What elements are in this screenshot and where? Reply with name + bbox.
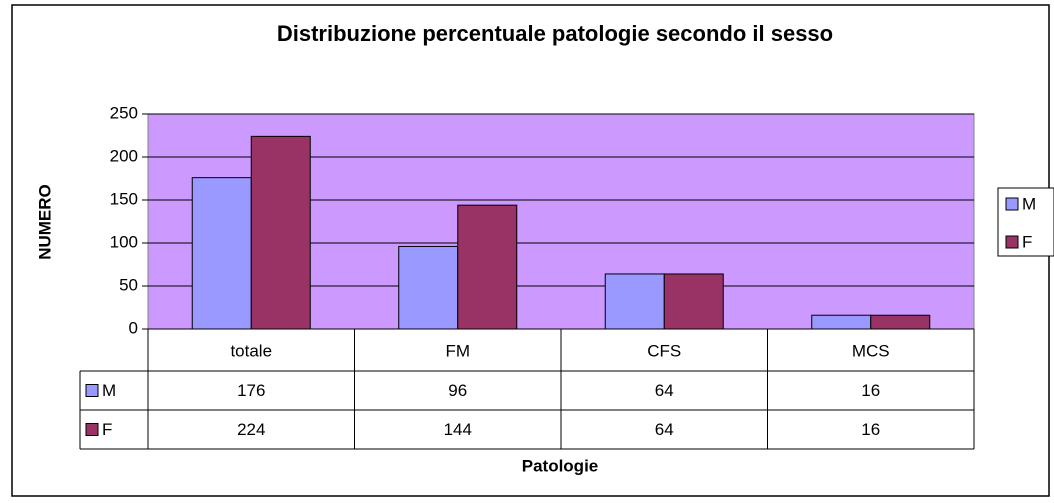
table-value: 144 bbox=[444, 420, 472, 439]
y-tick-label: 0 bbox=[129, 318, 138, 337]
y-tick-label: 250 bbox=[110, 103, 138, 122]
bar bbox=[811, 314, 872, 330]
x-tick-label: FM bbox=[445, 341, 470, 360]
bar bbox=[604, 273, 665, 330]
bar bbox=[457, 204, 518, 330]
legend-key bbox=[1005, 197, 1019, 211]
table-value: 16 bbox=[861, 381, 880, 400]
x-axis-label: Patologie bbox=[522, 456, 599, 475]
table-value: 16 bbox=[861, 420, 880, 439]
legend-label: F bbox=[1022, 232, 1032, 251]
table-series-name: M bbox=[102, 381, 116, 400]
y-tick-label: 50 bbox=[119, 275, 138, 294]
y-tick-label: 100 bbox=[110, 232, 138, 251]
legend-label: M bbox=[1022, 194, 1036, 213]
table-legend-key bbox=[85, 423, 99, 436]
y-tick-label: 150 bbox=[110, 189, 138, 208]
table-value: 64 bbox=[655, 420, 674, 439]
bar bbox=[398, 245, 459, 330]
table-value: 224 bbox=[237, 420, 265, 439]
x-tick-label: totale bbox=[230, 341, 272, 360]
chart-title: Distribuzione percentuale patologie seco… bbox=[277, 21, 833, 46]
y-tick-label: 200 bbox=[110, 146, 138, 165]
x-tick-label: CFS bbox=[647, 341, 681, 360]
table-value: 96 bbox=[448, 381, 467, 400]
table-legend-key bbox=[85, 384, 99, 397]
table-value: 64 bbox=[655, 381, 674, 400]
table-series-name: F bbox=[102, 420, 112, 439]
legend-key bbox=[1005, 235, 1019, 249]
bar bbox=[191, 177, 252, 330]
x-tick-label: MCS bbox=[852, 341, 890, 360]
table-value: 176 bbox=[237, 381, 265, 400]
bar bbox=[663, 273, 724, 330]
bar bbox=[250, 135, 311, 330]
bar bbox=[870, 314, 931, 330]
y-axis-label: NUMERO bbox=[35, 184, 54, 260]
